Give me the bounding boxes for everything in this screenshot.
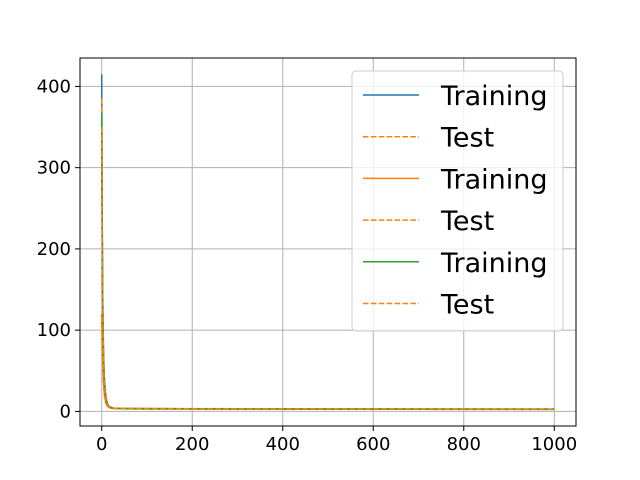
x-tick-label: 400 bbox=[266, 434, 300, 455]
series-line-6 bbox=[100, 127, 555, 410]
legend-label: Training bbox=[440, 248, 548, 279]
legend-label: Test bbox=[440, 290, 494, 321]
axis-ticks: 0 200 400 600 800 1000 0 100 200 300 400 bbox=[37, 76, 578, 455]
x-tick-label: 800 bbox=[447, 434, 481, 455]
x-tick-label: 0 bbox=[96, 434, 107, 455]
y-tick-label: 100 bbox=[37, 320, 71, 341]
axes-frame bbox=[79, 57, 577, 427]
x-tick-label: 600 bbox=[356, 434, 390, 455]
y-tick-label: 200 bbox=[37, 239, 71, 260]
y-tick-label: 0 bbox=[60, 401, 71, 422]
series-lines bbox=[100, 74, 555, 411]
legend: Training Test Training Test Training Test bbox=[351, 70, 564, 332]
x-tick-label: 1000 bbox=[531, 434, 577, 455]
legend-label: Training bbox=[440, 164, 548, 195]
x-tick-label: 200 bbox=[175, 434, 209, 455]
legend-label: Test bbox=[440, 206, 494, 237]
y-tick-label: 400 bbox=[37, 76, 71, 97]
legend-label: Test bbox=[440, 123, 494, 154]
legend-label: Training bbox=[440, 81, 548, 112]
y-tick-label: 300 bbox=[37, 158, 71, 179]
